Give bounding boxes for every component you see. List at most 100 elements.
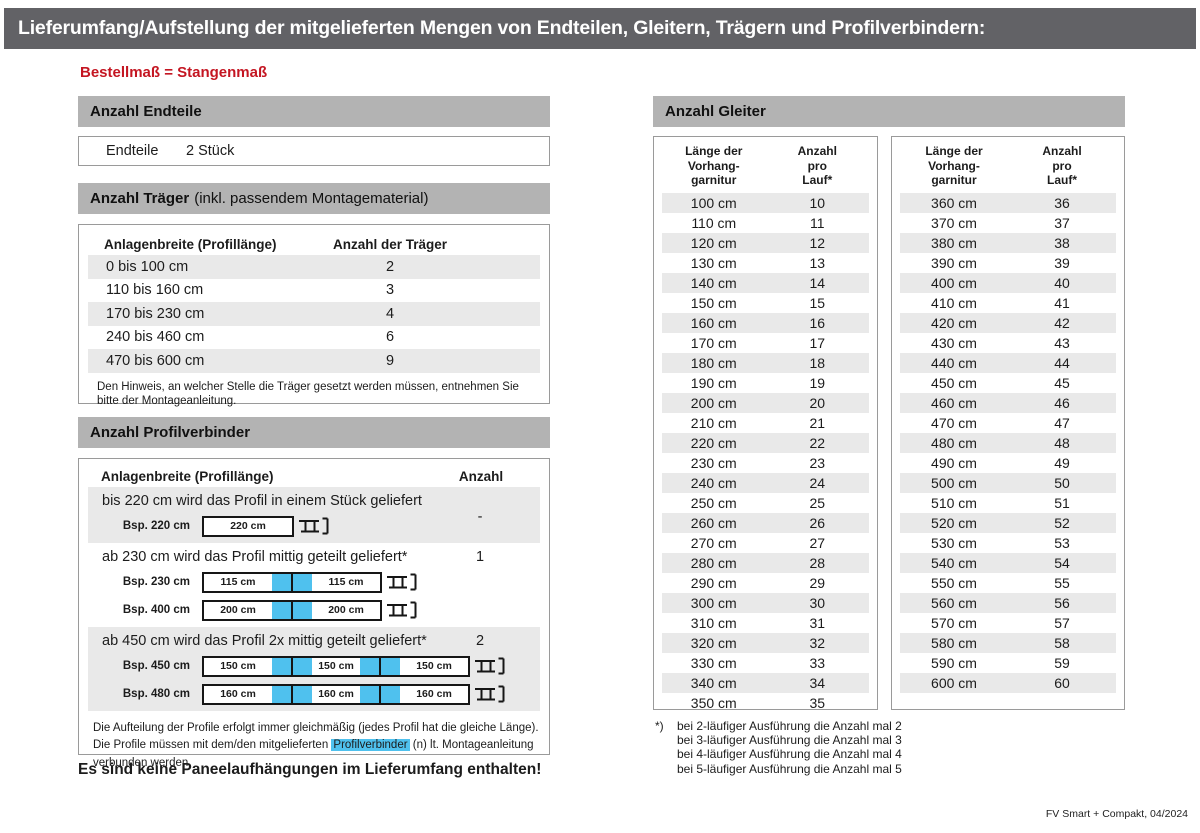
footnote-marker: [655, 733, 677, 747]
gleiter-length: 230 cm: [690, 454, 737, 471]
section-header-profilverbinder-label: Anzahl Profilverbinder: [90, 424, 251, 441]
gleiter-row: 590 cm 59: [900, 653, 1116, 673]
gleiter-count: 17: [809, 334, 826, 351]
gleiter-length: 220 cm: [690, 434, 737, 451]
endteile-table: Endteile 2 Stück: [78, 136, 550, 166]
profile-bar: 115 cm 115 cm: [202, 571, 382, 593]
gleiter-length: 520 cm: [931, 514, 977, 531]
gleiter-count: 18: [809, 354, 826, 371]
gleiter-length: 330 cm: [690, 654, 737, 671]
gleiter-count: 21: [809, 414, 826, 431]
profile-segment-length: 160 cm: [220, 687, 256, 700]
gleiter-row: 360 cm 36: [900, 192, 1116, 213]
gleiter-length: 340 cm: [690, 674, 737, 691]
profile-segment-length: 160 cm: [416, 687, 452, 700]
profilverbinder-rule-text: bis 220 cm wird das Profil in einem Stüc…: [102, 493, 422, 509]
profilverbinder-row: ab 450 cm wird das Profil 2x mittig gete…: [88, 627, 540, 711]
example-length-label: Bsp. 220 cm: [122, 520, 190, 532]
gleiter-length: 140 cm: [690, 274, 737, 291]
gleiter-count: 32: [809, 634, 826, 651]
gleiter-count: 34: [809, 674, 826, 691]
gleiter-count: 27: [809, 534, 826, 551]
gleiter-table-2: Länge der Vorhang-garnitur Anzahl pro Lauf*…: [891, 136, 1125, 710]
profilverbinder-rule-text: ab 450 cm wird das Profil 2x mittig gete…: [102, 633, 427, 649]
gleiter-row: 150 cm 15: [662, 293, 869, 313]
traeger-row: 170 bis 230 cm 4: [88, 302, 540, 326]
gleiter-length: 550 cm: [931, 574, 977, 591]
profile-end-cross-section-icon: [475, 685, 505, 703]
traeger-note: Den Hinweis, an welcher Stelle die Träge…: [97, 380, 519, 408]
gleiter-row: 260 cm 26: [662, 512, 869, 533]
traeger-count: 4: [385, 305, 395, 322]
profile-bar: 220 cm: [202, 515, 294, 537]
gleiter-length: 540 cm: [931, 554, 977, 571]
gleiter-row: 460 cm 46: [900, 392, 1116, 413]
gleiter-row: 450 cm 45: [900, 373, 1116, 393]
endteile-label: Endteile: [106, 143, 159, 159]
gleiter-length: 410 cm: [931, 294, 977, 311]
gleiter-length: 280 cm: [690, 554, 737, 571]
gleiter-length: 200 cm: [690, 394, 737, 411]
gleiter-length: 530 cm: [931, 534, 977, 551]
traeger-row: 110 bis 160 cm 3: [88, 279, 540, 303]
profile-segment-length: 200 cm: [328, 603, 364, 616]
traeger-table: Anlagenbreite (Profillänge) Anzahl der T…: [78, 224, 550, 407]
footnote-marker: *): [655, 719, 664, 733]
section-header-gleiter: Anzahl Gleiter: [653, 96, 1125, 127]
section-header-traeger: Anzahl Träger (inkl. passendem Montagema…: [78, 183, 550, 214]
footnote-marker: [655, 762, 677, 776]
gleiter-count: 45: [1054, 374, 1070, 391]
gleiter-row: 100 cm 10: [662, 192, 869, 213]
profile-bar: 200 cm 200 cm: [202, 599, 382, 621]
gleiter-length: 370 cm: [931, 214, 977, 231]
gleiter-length: 120 cm: [690, 234, 737, 251]
gleiter-row: 290 cm 29: [662, 573, 869, 593]
profile-diagram: Bsp. 230 cm 115 cm 115 cm: [88, 571, 540, 593]
gleiter-row: 440 cm 44: [900, 352, 1116, 373]
gleiter-length: 590 cm: [931, 654, 977, 671]
profilverbinder-table-header: Anlagenbreite (Profillänge) Anzahl: [89, 467, 539, 485]
no-panel-hangers-note: Es sind keine Paneelaufhängungen im Lief…: [78, 761, 542, 778]
gleiter-col1-header: Länge der Vorhang-garnitur: [685, 144, 743, 188]
gleiter-count: 19: [809, 374, 826, 391]
gleiter-count: 42: [1054, 314, 1070, 331]
gleiter-length: 210 cm: [690, 414, 737, 431]
gleiter-row: 200 cm 20: [662, 392, 869, 413]
gleiter-length: 440 cm: [931, 354, 977, 371]
gleiter-table1-rows: 100 cm 10 110 cm 11 120 cm 12 130 cm 13 …: [654, 192, 877, 713]
profilverbinder-count: 2: [475, 633, 485, 649]
gleiter-length: 260 cm: [690, 514, 737, 531]
gleiter-table-2-header: Länge der Vorhang-garnitur Anzahl pro Lauf*: [900, 144, 1116, 188]
profile-segment-length: 115 cm: [220, 575, 256, 588]
gleiter-row: 530 cm 53: [900, 533, 1116, 553]
gleiter-row: 180 cm 18: [662, 352, 869, 373]
gleiter-row: 470 cm 47: [900, 413, 1116, 433]
gleiter-count: 51: [1054, 494, 1070, 511]
traeger-table-header: Anlagenbreite (Profillänge) Anzahl der T…: [88, 233, 540, 255]
gleiter-count: 54: [1054, 554, 1070, 571]
gleiter-count: 13: [809, 254, 826, 271]
profile-joint-line: [379, 657, 381, 675]
gleiter-length: 150 cm: [690, 294, 737, 311]
profile-segment-length: 150 cm: [318, 659, 354, 672]
traeger-row: 240 bis 460 cm 6: [88, 326, 540, 350]
footnote-line: bei 4-läufiger Ausführung die Anzahl mal…: [655, 747, 902, 761]
traeger-range: 240 bis 460 cm: [106, 329, 205, 346]
gleiter-row: 330 cm 33: [662, 653, 869, 673]
gleiter-count: 29: [809, 574, 826, 591]
gleiter-length: 320 cm: [690, 634, 737, 651]
gleiter-length: 460 cm: [931, 394, 977, 411]
profilverbinder-rows: bis 220 cm wird das Profil in einem Stüc…: [88, 487, 540, 711]
gleiter-row: 190 cm 19: [662, 373, 869, 393]
gleiter-count: 39: [1054, 254, 1070, 271]
footnote-text: bei 5-läufiger Ausführung die Anzahl mal…: [677, 761, 902, 776]
section-header-profilverbinder: Anzahl Profilverbinder: [78, 417, 550, 448]
profilverbinder-row: ab 230 cm wird das Profil mittig geteilt…: [88, 543, 540, 627]
gleiter-row: 560 cm 56: [900, 592, 1116, 613]
gleiter-length: 310 cm: [690, 614, 737, 631]
gleiter-row: 430 cm 43: [900, 333, 1116, 353]
gleiter-row: 400 cm 40: [900, 272, 1116, 293]
gleiter-length: 160 cm: [690, 314, 737, 331]
gleiter-count: 28: [809, 554, 826, 571]
gleiter-length: 560 cm: [931, 594, 977, 611]
